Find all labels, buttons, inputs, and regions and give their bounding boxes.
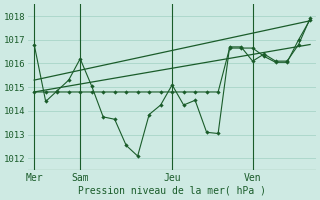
- X-axis label: Pression niveau de la mer( hPa ): Pression niveau de la mer( hPa ): [78, 186, 266, 196]
